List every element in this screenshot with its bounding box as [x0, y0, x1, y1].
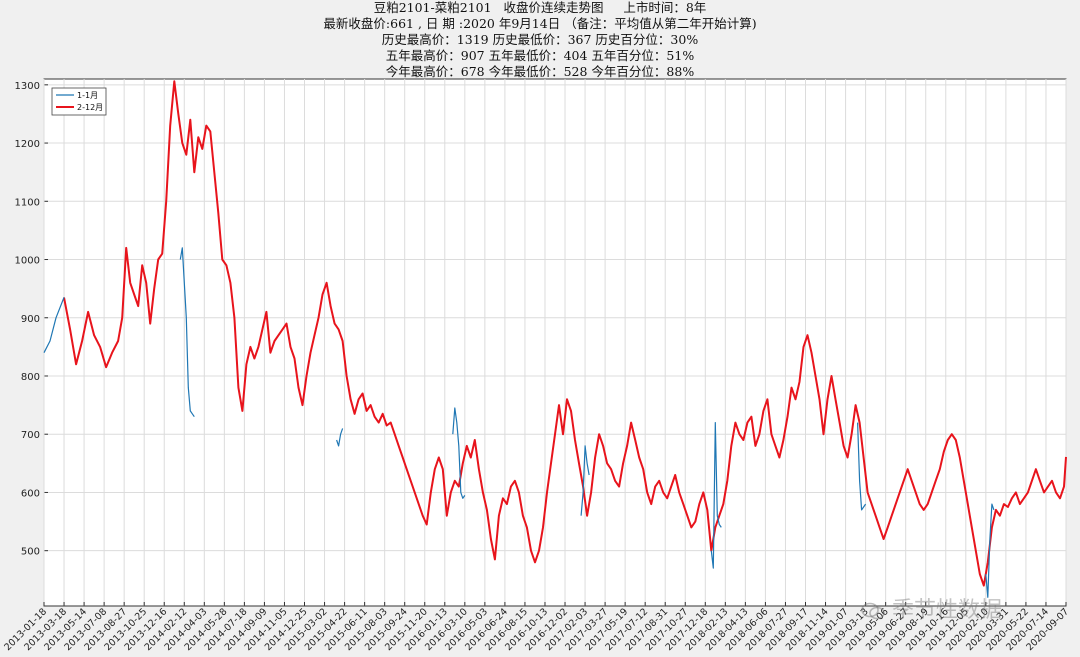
- y-tick-label: 1200: [15, 139, 40, 150]
- plot-area: [43, 78, 1067, 607]
- wechat-icon: [861, 602, 885, 620]
- chart-title-block: 豆粕2101-菜粕2101 收盘价连续走势图 上市时间：8年 最新收盘价:661…: [0, 0, 1080, 80]
- series-line-jan: [710, 422, 722, 569]
- y-tick-label: 1300: [15, 81, 40, 92]
- y-tick-label: 1100: [15, 197, 40, 208]
- y-tick-label: 900: [21, 314, 40, 325]
- series-line-jan: [179, 247, 195, 418]
- title-line-4: 五年最高价：907 五年最低价：404 五年百分位：51%: [385, 48, 695, 63]
- series-line-jan: [985, 503, 995, 598]
- y-tick-label: 800: [21, 372, 40, 383]
- title-line-1: 豆粕2101-菜粕2101 收盘价连续走势图 上市时间：8年: [373, 0, 707, 15]
- title-line-5: 今年最高价：678 今年最低价：528 今年百分位：88%: [385, 64, 695, 79]
- legend-label-feb-dec: 2-12月: [77, 103, 103, 112]
- y-tick-label: 500: [21, 547, 40, 558]
- legend-box: [51, 87, 107, 116]
- legend-label-jan: 1-1月: [77, 91, 98, 100]
- watermark: 季节性数据: [860, 592, 1002, 624]
- y-tick-label: 600: [21, 488, 40, 499]
- series-line-jan: [452, 407, 466, 499]
- series-line-jan: [857, 422, 867, 511]
- series-line-jan: [580, 445, 590, 516]
- watermark-text: 季节性数据: [892, 598, 1003, 623]
- series-line-jan: [43, 297, 65, 353]
- series-line-jan: [336, 428, 344, 447]
- title-line-2: 最新收盘价:661 , 日 期 :2020 年9月14日 （备注：平均值从第二年…: [323, 16, 757, 31]
- y-tick-label: 700: [21, 430, 40, 441]
- y-tick-label: 1000: [15, 256, 40, 267]
- series-line-feb-dec: [63, 80, 1067, 587]
- title-line-3: 历史最高价：1319 历史最低价：367 历史百分位：30%: [381, 32, 699, 47]
